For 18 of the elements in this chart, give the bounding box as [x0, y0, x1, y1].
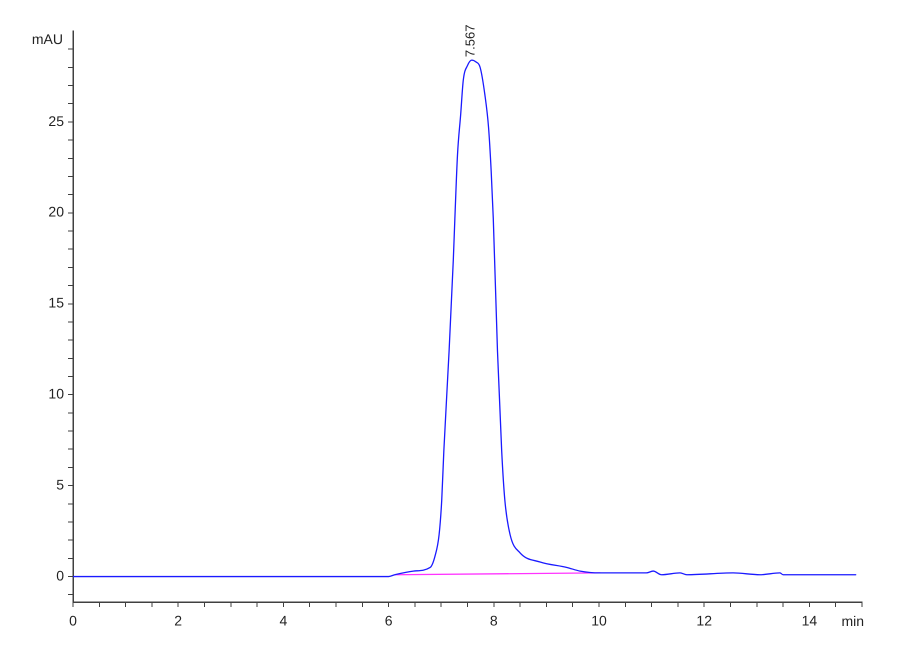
x-axis-title: min	[841, 612, 864, 629]
x-tick-label: 14	[802, 612, 818, 628]
y-tick-label: 5	[56, 476, 64, 492]
y-tick-label: 0	[56, 567, 64, 584]
y-tick-label: 10	[48, 386, 64, 402]
x-tick-label: 12	[696, 612, 712, 628]
x-tick-label: 6	[384, 612, 393, 628]
y-tick-label: 25	[48, 112, 64, 129]
y-axis-title: mAU	[32, 30, 63, 47]
y-tick-label: 20	[48, 204, 64, 220]
x-tick-label: 2	[174, 612, 182, 628]
x-tick-label: 4	[280, 612, 288, 628]
x-tick-label: 0	[69, 612, 78, 628]
x-tick-label: 10	[591, 612, 607, 628]
x-tick-label: 8	[490, 612, 498, 628]
y-tick-label: 15	[48, 294, 64, 311]
line-series	[73, 59, 856, 578]
annotation: 7.567	[462, 24, 478, 58]
